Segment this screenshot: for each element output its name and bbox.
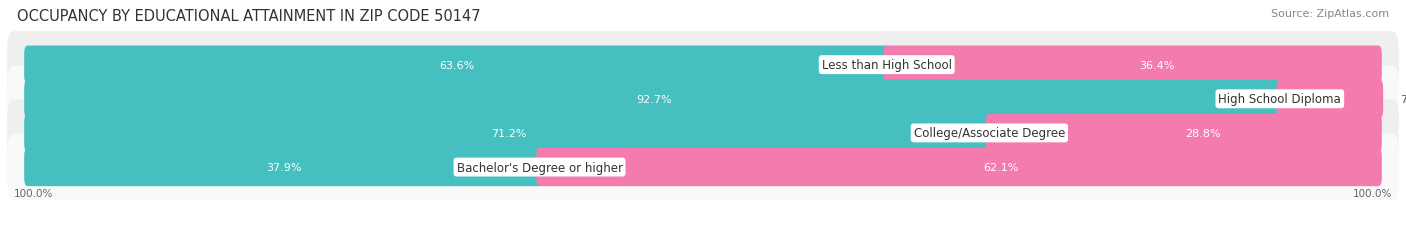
FancyBboxPatch shape [986,114,1382,152]
FancyBboxPatch shape [7,66,1399,133]
FancyBboxPatch shape [24,114,993,152]
Text: College/Associate Degree: College/Associate Degree [914,127,1066,140]
Text: 36.4%: 36.4% [1139,60,1175,70]
FancyBboxPatch shape [7,32,1399,99]
Text: 63.6%: 63.6% [440,60,475,70]
FancyBboxPatch shape [1277,80,1384,119]
Text: Less than High School: Less than High School [821,59,952,72]
Text: Source: ZipAtlas.com: Source: ZipAtlas.com [1271,9,1389,19]
FancyBboxPatch shape [7,100,1399,167]
Text: Bachelor's Degree or higher: Bachelor's Degree or higher [457,161,623,174]
Text: 7.4%: 7.4% [1400,94,1406,104]
FancyBboxPatch shape [7,134,1399,201]
Text: 100.0%: 100.0% [1353,188,1392,198]
Text: 100.0%: 100.0% [14,188,53,198]
Text: OCCUPANCY BY EDUCATIONAL ATTAINMENT IN ZIP CODE 50147: OCCUPANCY BY EDUCATIONAL ATTAINMENT IN Z… [17,9,481,24]
Text: High School Diploma: High School Diploma [1219,93,1341,106]
Text: 92.7%: 92.7% [636,94,672,104]
Text: 62.1%: 62.1% [983,162,1018,172]
Text: 71.2%: 71.2% [491,128,526,138]
FancyBboxPatch shape [24,148,543,186]
FancyBboxPatch shape [883,46,1382,84]
Text: 28.8%: 28.8% [1185,128,1222,138]
FancyBboxPatch shape [24,46,890,84]
Text: 37.9%: 37.9% [266,162,301,172]
FancyBboxPatch shape [536,148,1382,186]
FancyBboxPatch shape [24,80,1284,119]
